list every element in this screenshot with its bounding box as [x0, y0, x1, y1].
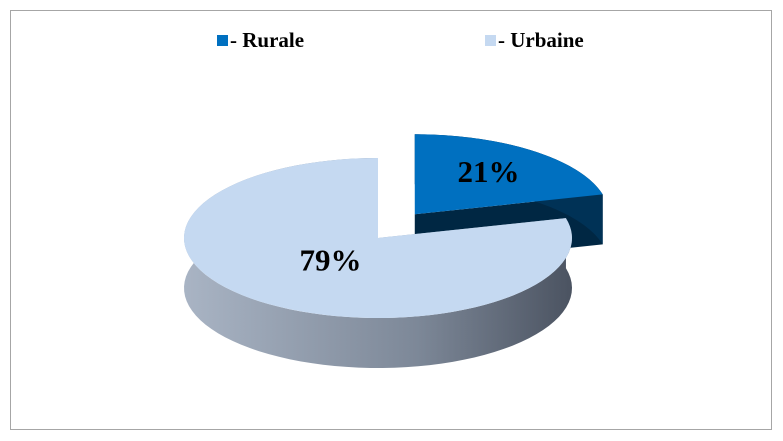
- legend-label: - Urbaine: [498, 28, 584, 52]
- legend-swatch: [217, 35, 228, 46]
- slice: [184, 158, 573, 318]
- value-label: 79%: [299, 242, 361, 277]
- value-label: 21%: [457, 154, 519, 189]
- legend-swatch: [485, 35, 496, 46]
- legend-label: - Rurale: [230, 28, 304, 52]
- slice: [414, 134, 603, 215]
